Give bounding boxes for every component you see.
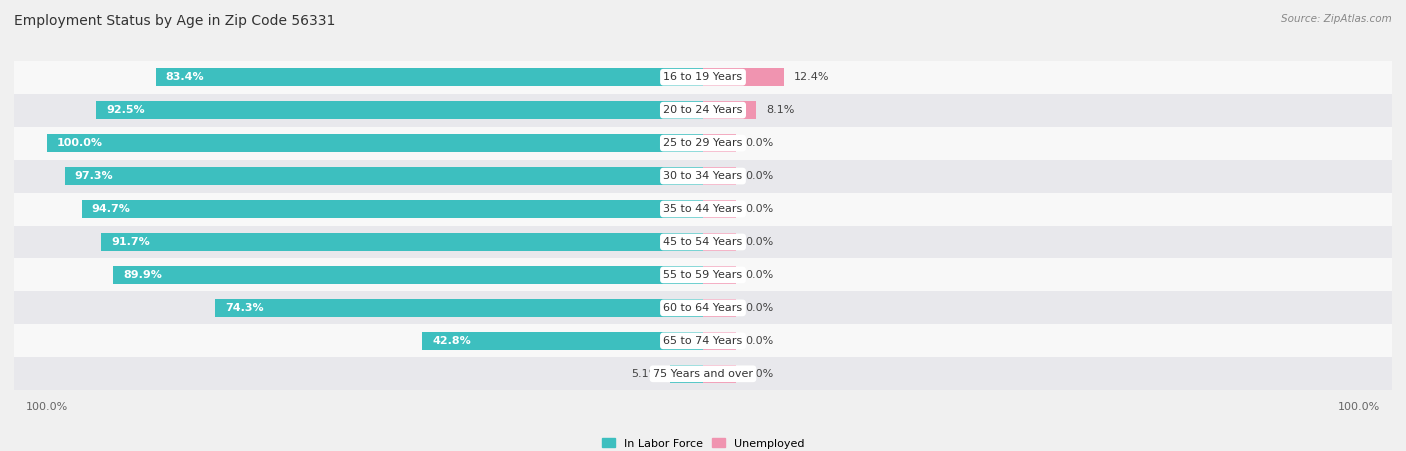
Text: 100.0%: 100.0% [56,138,103,148]
Bar [14,324,1392,357]
Text: 16 to 19 Years: 16 to 19 Years [664,72,742,82]
Bar [669,365,703,383]
Text: 25 to 29 Years: 25 to 29 Years [664,138,742,148]
Bar [703,266,735,284]
Bar [65,167,703,185]
Bar [101,233,703,251]
Text: 8.1%: 8.1% [766,105,794,115]
Bar [703,233,735,251]
Bar [422,332,703,350]
Bar [703,200,735,218]
Bar [112,266,703,284]
Bar [14,61,1392,94]
Bar [14,291,1392,324]
Bar [703,167,735,185]
Text: 0.0%: 0.0% [745,369,773,379]
Text: 0.0%: 0.0% [745,237,773,247]
Legend: In Labor Force, Unemployed: In Labor Force, Unemployed [598,434,808,451]
Text: 92.5%: 92.5% [105,105,145,115]
Text: 0.0%: 0.0% [745,204,773,214]
Text: 45 to 54 Years: 45 to 54 Years [664,237,742,247]
Text: 55 to 59 Years: 55 to 59 Years [664,270,742,280]
Text: 0.0%: 0.0% [745,303,773,313]
Bar [14,193,1392,226]
Text: 12.4%: 12.4% [794,72,830,82]
Bar [703,101,756,119]
Bar [14,127,1392,160]
Bar [703,332,735,350]
Bar [14,94,1392,127]
Bar [703,68,785,86]
Text: Employment Status by Age in Zip Code 56331: Employment Status by Age in Zip Code 563… [14,14,336,28]
Bar [703,134,735,152]
Text: 74.3%: 74.3% [225,303,264,313]
Text: 0.0%: 0.0% [745,270,773,280]
Text: 94.7%: 94.7% [91,204,131,214]
Text: 65 to 74 Years: 65 to 74 Years [664,336,742,346]
Bar [96,101,703,119]
Text: 0.0%: 0.0% [745,171,773,181]
Text: 60 to 64 Years: 60 to 64 Years [664,303,742,313]
Text: 0.0%: 0.0% [745,336,773,346]
Text: 20 to 24 Years: 20 to 24 Years [664,105,742,115]
Text: 5.1%: 5.1% [631,369,659,379]
Bar [703,365,735,383]
Text: 83.4%: 83.4% [166,72,204,82]
Text: 42.8%: 42.8% [432,336,471,346]
Bar [14,160,1392,193]
Text: 97.3%: 97.3% [75,171,112,181]
Bar [46,134,703,152]
Bar [703,299,735,317]
Bar [14,226,1392,258]
Bar [14,357,1392,390]
Bar [14,258,1392,291]
Bar [215,299,703,317]
Bar [156,68,703,86]
Text: 0.0%: 0.0% [745,138,773,148]
Text: Source: ZipAtlas.com: Source: ZipAtlas.com [1281,14,1392,23]
Text: 35 to 44 Years: 35 to 44 Years [664,204,742,214]
Bar [82,200,703,218]
Text: 89.9%: 89.9% [122,270,162,280]
Text: 75 Years and over: 75 Years and over [652,369,754,379]
Text: 91.7%: 91.7% [111,237,150,247]
Text: 30 to 34 Years: 30 to 34 Years [664,171,742,181]
